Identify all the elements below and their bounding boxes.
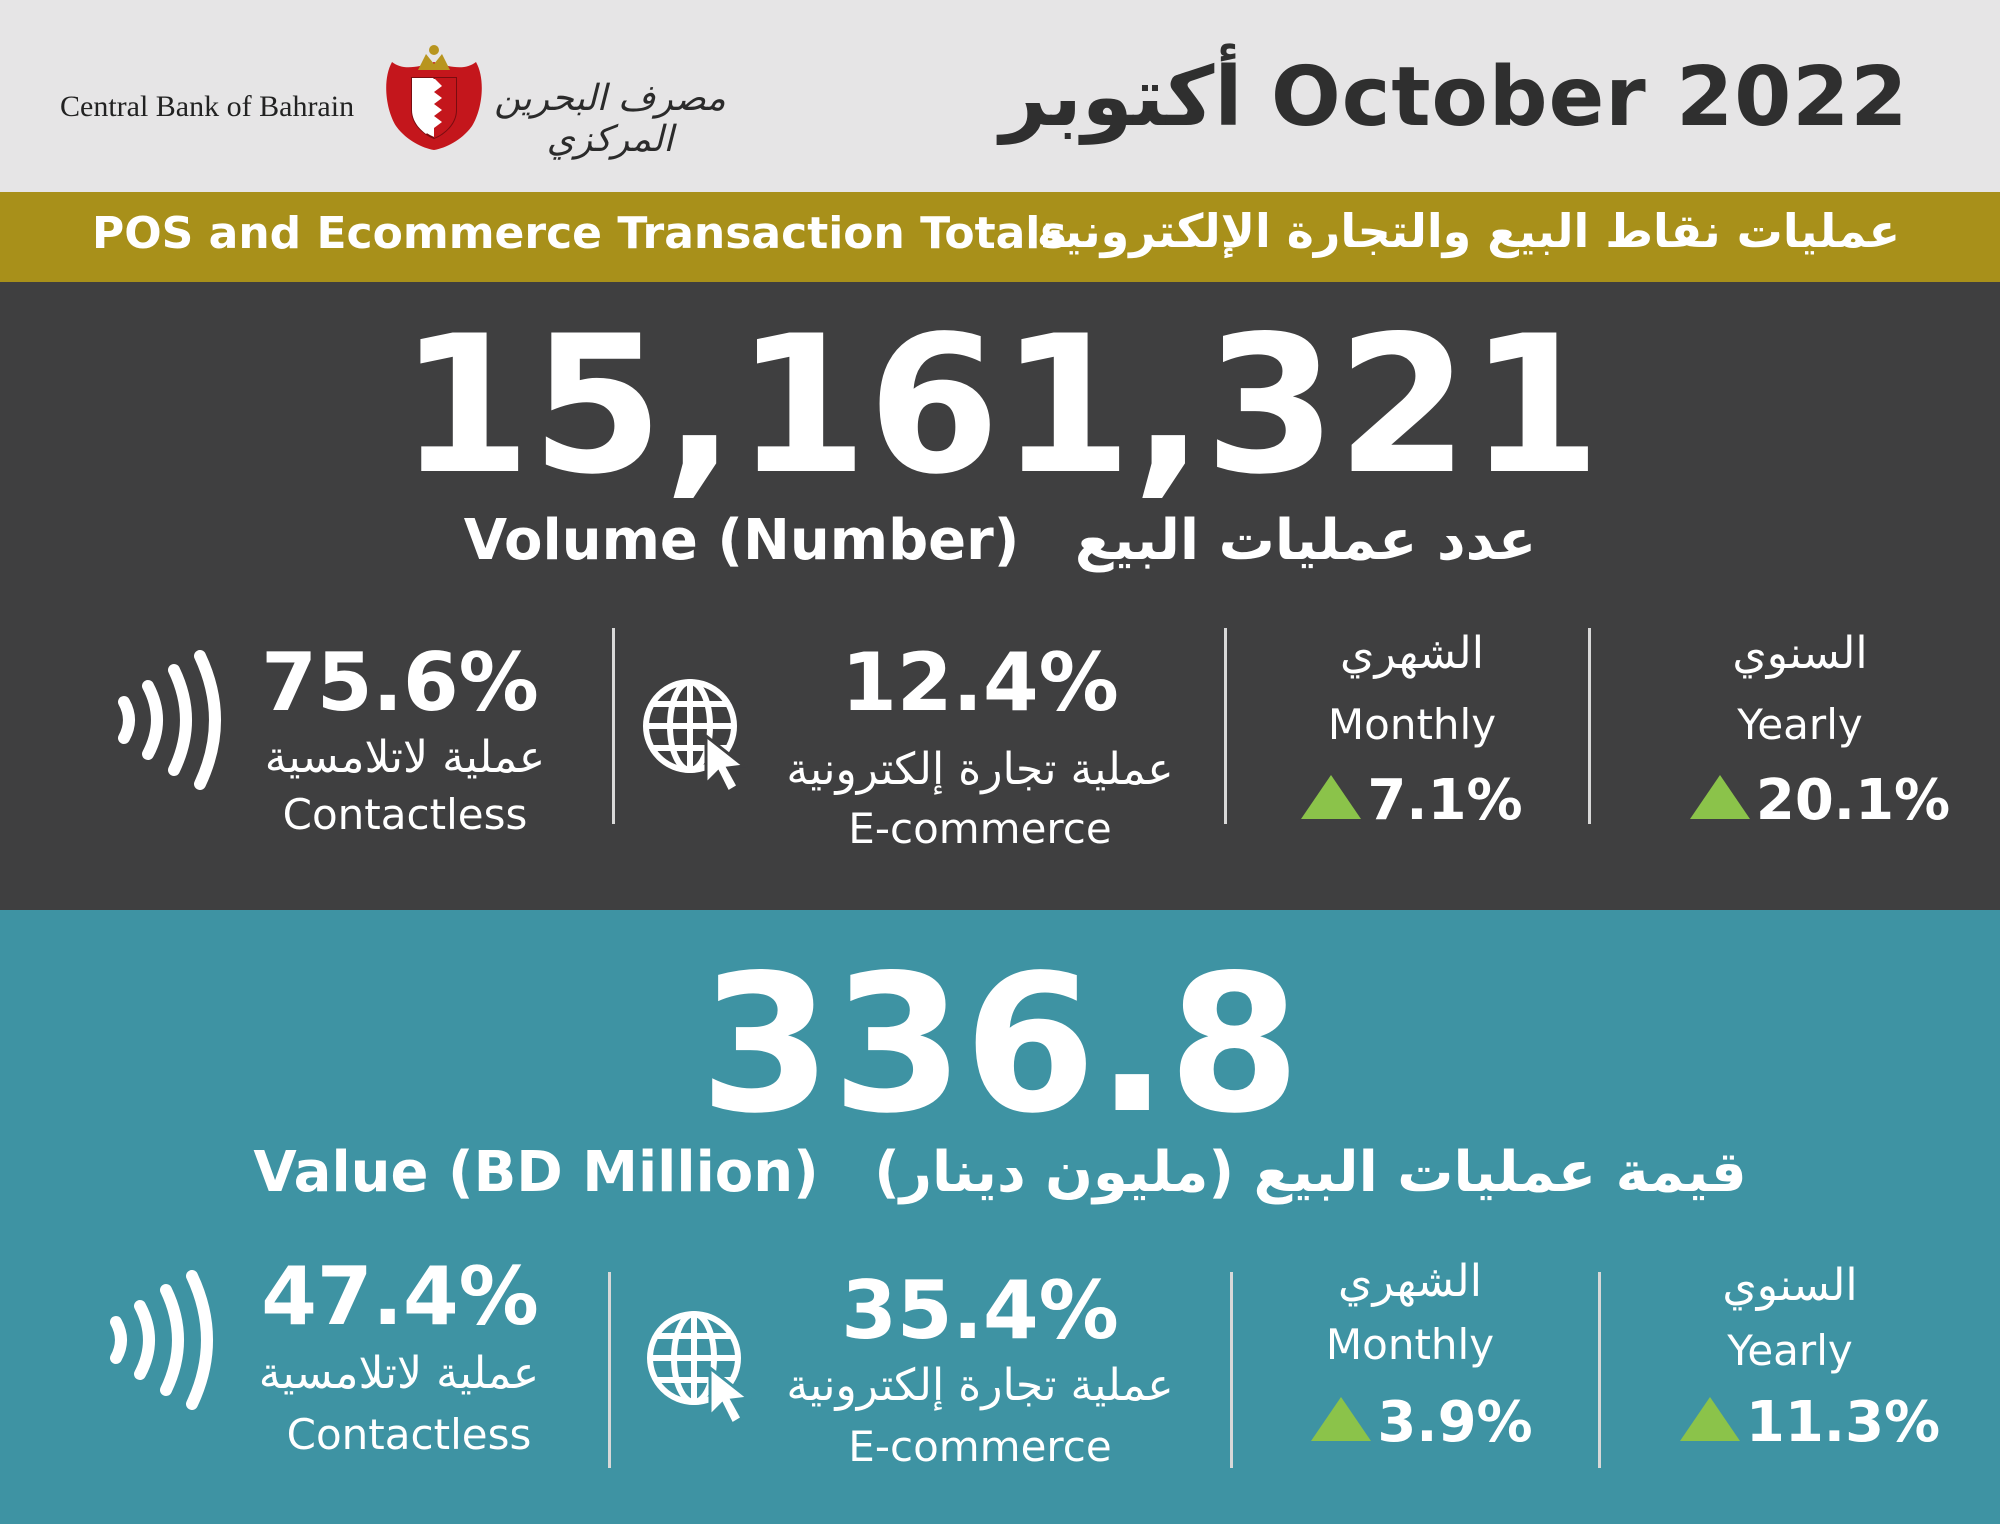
volume-contactless-en: Contactless xyxy=(282,790,528,839)
value-yearly-en: Yearly xyxy=(1727,1326,1853,1375)
divider xyxy=(608,1272,611,1468)
up-triangle-icon xyxy=(1311,1397,1372,1441)
volume-ecommerce-pct: 12.4% xyxy=(841,636,1119,729)
volume-caption: Volume (Number) عدد عمليات البيع xyxy=(0,508,2000,573)
value-caption: Value (BD Million) قيمة عمليات البيع (مل… xyxy=(0,1140,2000,1205)
globe-cursor-icon xyxy=(643,679,748,794)
title-band xyxy=(0,192,2000,282)
page-title: أكتوبر October 2022 xyxy=(1000,50,1909,145)
value-yearly-value: 11.3% xyxy=(1745,1390,1941,1455)
contactless-icon xyxy=(118,650,221,790)
header xyxy=(0,0,2000,192)
volume-monthly-ar: الشهري xyxy=(1340,628,1484,679)
contactless-icon xyxy=(110,1270,213,1410)
volume-section xyxy=(0,282,2000,910)
value-ecommerce-pct: 35.4% xyxy=(841,1264,1119,1357)
volume-label-en: Volume (Number) xyxy=(463,508,1020,573)
volume-contactless-pct: 75.6% xyxy=(261,636,539,729)
value-contactless-en: Contactless xyxy=(286,1410,532,1459)
volume-yearly-change: 20.1% xyxy=(1660,768,1980,833)
value-yearly-ar: السنوي xyxy=(1722,1260,1858,1311)
band-title-en: POS and Ecommerce Transaction Totals xyxy=(92,208,1067,259)
value-total: 336.8 xyxy=(699,934,1301,1155)
band-title-ar: عمليات نقاط البيع والتجارة الإلكترونية xyxy=(1036,204,1900,258)
volume-yearly-en: Yearly xyxy=(1737,700,1863,749)
up-triangle-icon xyxy=(1679,1397,1740,1441)
value-section xyxy=(0,910,2000,1524)
up-triangle-icon xyxy=(1301,775,1362,819)
value-monthly-change: 3.9% xyxy=(1272,1390,1572,1455)
divider xyxy=(1230,1272,1233,1468)
volume-total: 15,161,321 xyxy=(399,295,1601,516)
volume-monthly-change: 7.1% xyxy=(1262,768,1562,833)
volume-yearly-ar: السنوي xyxy=(1732,628,1868,679)
value-label-ar: قيمة عمليات البيع (مليون دينار) xyxy=(874,1140,1747,1205)
up-triangle-icon xyxy=(1689,775,1750,819)
bahrain-crest-icon xyxy=(386,45,482,150)
volume-monthly-value: 7.1% xyxy=(1367,768,1523,833)
volume-label-ar: عدد عمليات البيع xyxy=(1074,508,1537,573)
divider xyxy=(1598,1272,1601,1468)
value-contactless-ar: عملية لاتلامسية xyxy=(258,1348,540,1399)
bank-name-ar: مصرف البحرين المركزي xyxy=(494,78,726,160)
value-monthly-value: 3.9% xyxy=(1377,1390,1533,1455)
value-yearly-change: 11.3% xyxy=(1650,1390,1970,1455)
bank-name-en: Central Bank of Bahrain xyxy=(60,90,355,123)
globe-cursor-icon xyxy=(647,1311,752,1426)
volume-yearly-value: 20.1% xyxy=(1755,768,1951,833)
divider xyxy=(612,628,615,824)
volume-ecommerce-en: E-commerce xyxy=(848,804,1112,853)
divider xyxy=(1588,628,1591,824)
value-ecommerce-en: E-commerce xyxy=(848,1422,1112,1471)
value-monthly-ar: الشهري xyxy=(1338,1256,1482,1307)
divider xyxy=(1224,628,1227,824)
value-contactless-pct: 47.4% xyxy=(261,1250,539,1343)
volume-contactless-ar: عملية لاتلامسية xyxy=(264,732,546,783)
value-ecommerce-ar: عملية تجارة إلكترونية xyxy=(786,1360,1174,1411)
value-label-en: Value (BD Million) xyxy=(253,1140,819,1205)
volume-monthly-en: Monthly xyxy=(1327,700,1497,749)
value-monthly-en: Monthly xyxy=(1325,1320,1495,1369)
volume-ecommerce-ar: عملية تجارة إلكترونية xyxy=(786,744,1174,795)
